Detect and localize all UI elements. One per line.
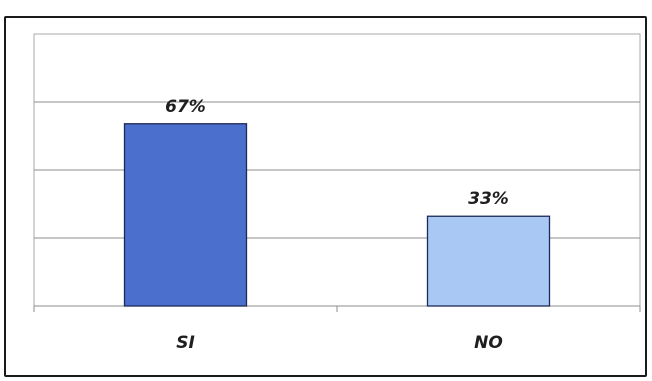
bar-si [123, 123, 248, 307]
bar-no [426, 215, 551, 307]
data-label-si: 67% [165, 97, 206, 117]
data-label-no: 33% [468, 189, 509, 209]
category-label-si: SI [176, 333, 195, 353]
category-label-no: NO [474, 333, 503, 353]
chart-frame [4, 16, 647, 377]
